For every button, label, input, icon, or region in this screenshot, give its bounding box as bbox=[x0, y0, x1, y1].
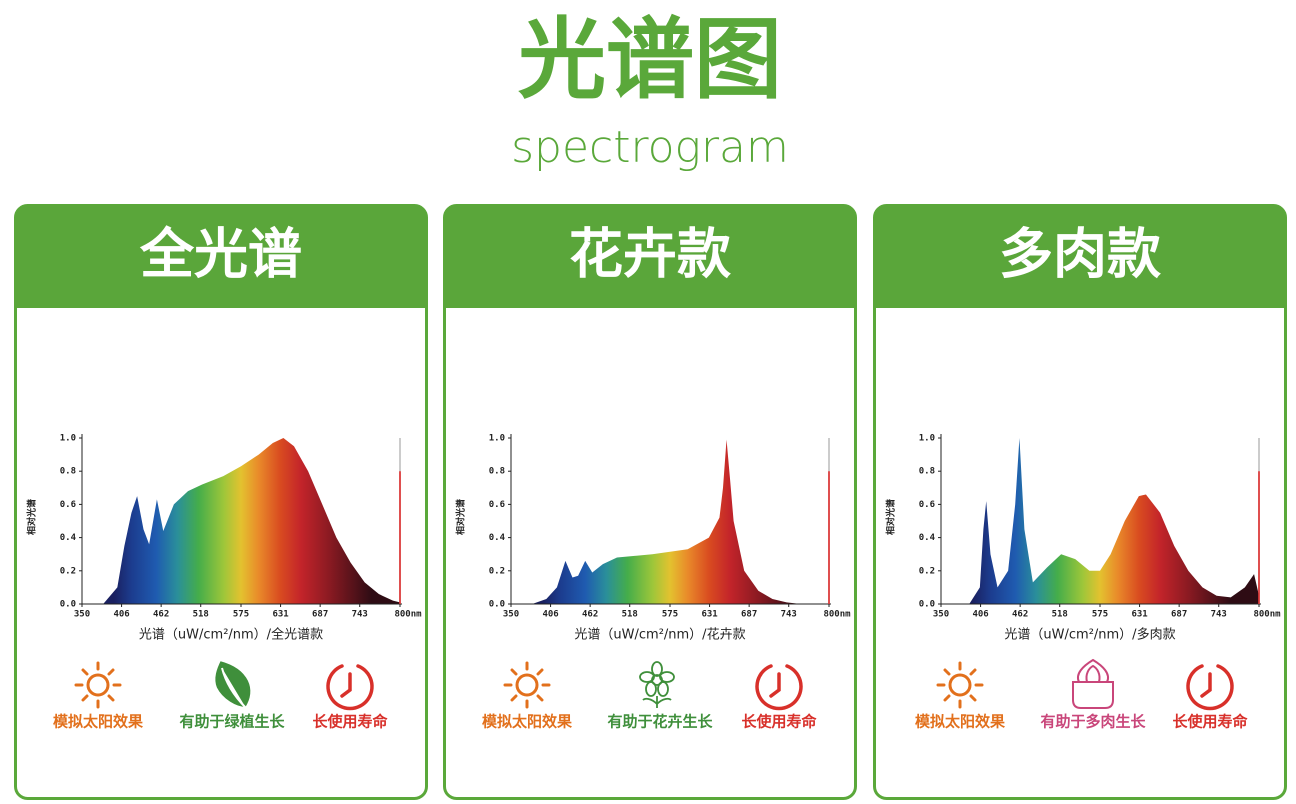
x-tick-label: 406 bbox=[113, 610, 129, 620]
spectrum-area bbox=[532, 439, 801, 604]
x-tick-label: 518 bbox=[193, 610, 209, 620]
feature-label: 有助于绿植生长 bbox=[179, 713, 285, 731]
x-tick-label: 406 bbox=[542, 610, 558, 620]
x-tick-label: 631 bbox=[1131, 610, 1147, 620]
y-tick-label: 0.4 bbox=[489, 533, 506, 543]
x-tick-label: 631 bbox=[701, 610, 717, 620]
x-tick-label: 687 bbox=[312, 610, 328, 620]
x-tick-label: 575 bbox=[662, 610, 678, 620]
x-tick-label: 518 bbox=[622, 610, 638, 620]
panel-title: 全光谱 bbox=[139, 223, 302, 286]
x-axis-title: 光谱（uW/cm²/nm）/全光谱款 bbox=[139, 627, 323, 643]
panel-title: 花卉款 bbox=[569, 223, 731, 286]
feature-label: 长使用寿命 bbox=[312, 713, 388, 731]
x-tick-label: 462 bbox=[582, 610, 598, 620]
x-tick-label: 631 bbox=[272, 610, 288, 620]
y-tick-label: 0.8 bbox=[489, 467, 505, 477]
feature-label: 有助于多肉生长 bbox=[1040, 713, 1146, 731]
x-tick-label: 462 bbox=[153, 610, 169, 620]
y-tick-label: 0.0 bbox=[489, 600, 505, 610]
chart: 0.0 0.2 0.4 0.6 0.8 1.0 350 406 462 518 575 631 687 7… bbox=[885, 434, 1282, 643]
succulent-icon bbox=[1072, 658, 1114, 709]
x-tick-label: 743 bbox=[781, 610, 797, 620]
panel-header bbox=[15, 205, 427, 308]
page-subtitle: spectrogram bbox=[511, 122, 789, 173]
y-axis-title: 相对光谱 bbox=[885, 499, 897, 535]
x-tick-label: 743 bbox=[352, 610, 368, 620]
x-tick-label: 350 bbox=[74, 610, 90, 620]
y-tick-label: 0.8 bbox=[60, 467, 76, 477]
x-tick-label: 406 bbox=[972, 610, 988, 620]
y-tick-label: 0.4 bbox=[919, 533, 936, 543]
page-title: 光谱图 bbox=[518, 8, 782, 111]
x-tick-label: 800nm bbox=[394, 610, 422, 620]
y-tick-label: 1.0 bbox=[489, 434, 505, 444]
y-tick-label: 0.2 bbox=[919, 566, 935, 576]
x-tick-label: 350 bbox=[933, 610, 949, 620]
flower-icon bbox=[639, 661, 675, 708]
chart: 0.0 0.2 0.4 0.6 0.8 1.0 350 406 462 518 575 631 687 7… bbox=[26, 434, 423, 643]
feature-label: 模拟太阳效果 bbox=[482, 713, 573, 731]
spectrum-area bbox=[103, 438, 400, 604]
panel-header bbox=[874, 205, 1286, 308]
leaf-icon bbox=[213, 658, 253, 710]
y-tick-label: 1.0 bbox=[60, 434, 76, 444]
y-tick-label: 0.2 bbox=[60, 566, 76, 576]
x-axis-title: 光谱（uW/cm²/nm）/多肉款 bbox=[1004, 627, 1175, 643]
x-tick-label: 743 bbox=[1211, 610, 1227, 620]
y-axis-title: 相对光谱 bbox=[455, 499, 467, 535]
feature-label: 有助于花卉生长 bbox=[607, 713, 713, 731]
panel-header bbox=[444, 205, 856, 308]
x-tick-label: 800nm bbox=[823, 610, 851, 620]
panel: 多肉款 bbox=[873, 204, 1287, 800]
y-tick-label: 0.2 bbox=[489, 566, 505, 576]
feature: 模拟太阳效果 有助于绿植生长 长使用寿命 bbox=[53, 658, 388, 731]
y-tick-label: 0.8 bbox=[919, 467, 935, 477]
y-tick-label: 0.0 bbox=[919, 600, 935, 610]
x-tick-label: 350 bbox=[503, 610, 519, 620]
y-tick-label: 0.6 bbox=[489, 500, 505, 510]
y-tick-label: 0.4 bbox=[60, 533, 77, 543]
feature-label: 长使用寿命 bbox=[741, 713, 817, 731]
spectrum-area bbox=[969, 438, 1259, 604]
x-tick-label: 800nm bbox=[1253, 610, 1281, 620]
y-axis-title: 相对光谱 bbox=[26, 499, 38, 535]
feature-label: 长使用寿命 bbox=[1172, 713, 1248, 731]
x-tick-label: 575 bbox=[1092, 610, 1108, 620]
panel-title: 多肉款 bbox=[999, 223, 1161, 286]
x-tick-label: 575 bbox=[233, 610, 249, 620]
y-tick-label: 0.0 bbox=[60, 600, 76, 610]
x-tick-label: 462 bbox=[1012, 610, 1028, 620]
feature: 模拟太阳效果 有助于花卉生长 长使用寿命 bbox=[482, 661, 817, 731]
y-tick-label: 0.6 bbox=[60, 500, 76, 510]
chart: 0.0 0.2 0.4 0.6 0.8 1.0 350 406 462 518 575 631 687 7… bbox=[455, 434, 852, 643]
feature: 模拟太阳效果 有助于多肉生长 长使用寿命 bbox=[915, 658, 1248, 731]
x-tick-label: 687 bbox=[741, 610, 757, 620]
x-axis-title: 光谱（uW/cm²/nm）/花卉款 bbox=[574, 627, 745, 643]
feature-label: 模拟太阳效果 bbox=[53, 713, 144, 731]
feature-label: 模拟太阳效果 bbox=[915, 713, 1006, 731]
y-tick-label: 1.0 bbox=[919, 434, 935, 444]
y-tick-label: 0.6 bbox=[919, 500, 935, 510]
panel: 花卉款 bbox=[443, 204, 857, 800]
x-tick-label: 687 bbox=[1171, 610, 1187, 620]
x-tick-label: 518 bbox=[1052, 610, 1068, 620]
